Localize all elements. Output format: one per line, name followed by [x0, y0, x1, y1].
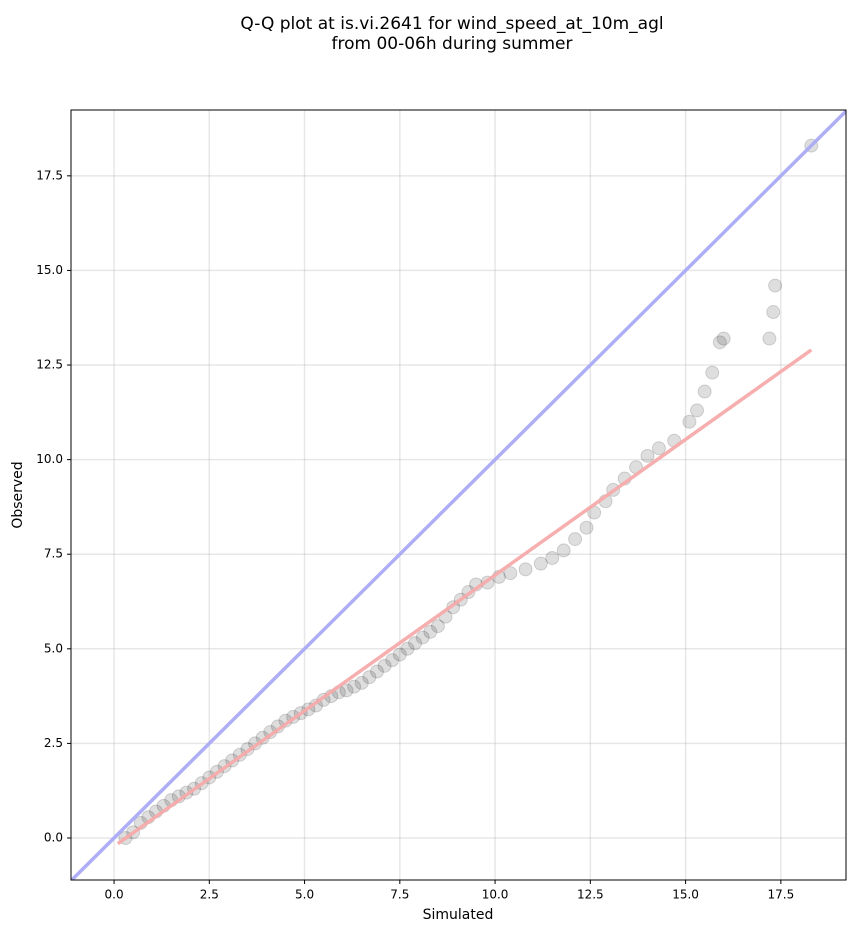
point	[545, 551, 560, 565]
y-tick-label: 10.0	[36, 452, 63, 466]
x-tick-label: 0.0	[105, 888, 124, 902]
y-tick-label: 5.0	[44, 641, 63, 655]
y-tick-label: 0.0	[44, 831, 63, 845]
point	[408, 636, 423, 651]
chart-title: from 00-06h during summer	[332, 34, 573, 54]
point	[415, 630, 430, 645]
point	[369, 664, 384, 679]
point	[392, 647, 407, 662]
y-tick-label: 17.5	[36, 168, 63, 182]
point	[400, 641, 415, 656]
point	[766, 305, 781, 320]
point	[503, 566, 518, 581]
point	[339, 683, 354, 698]
point	[423, 624, 438, 639]
point	[705, 365, 720, 380]
point	[762, 331, 777, 346]
point	[385, 653, 400, 668]
chart-title: Q-Q plot at is.vi.2641 for wind_speed_at…	[240, 14, 663, 34]
point	[682, 414, 697, 429]
x-tick-label: 2.5	[200, 888, 219, 902]
point	[430, 619, 445, 634]
point	[518, 562, 533, 577]
point	[347, 679, 362, 694]
x-tick-label: 15.0	[672, 888, 699, 902]
point	[697, 384, 712, 399]
point	[640, 448, 655, 463]
y-tick-label: 15.0	[36, 263, 63, 277]
x-tick-label: 10.0	[482, 888, 509, 902]
point	[690, 403, 705, 418]
point	[712, 335, 727, 350]
x-tick-label: 5.0	[295, 888, 314, 902]
point	[354, 675, 369, 690]
point	[651, 441, 666, 456]
point	[556, 543, 571, 558]
y-tick-label: 7.5	[44, 547, 63, 561]
x-tick-label: 12.5	[577, 888, 604, 902]
point	[568, 532, 583, 547]
y-tick-label: 2.5	[44, 736, 63, 750]
reference-line	[116, 348, 813, 846]
point	[377, 658, 392, 673]
x-tick-label: 7.5	[390, 888, 409, 902]
point	[716, 331, 731, 346]
point	[362, 670, 377, 685]
point	[768, 278, 783, 293]
point	[579, 520, 594, 535]
y-tick-label: 12.5	[36, 358, 63, 372]
plot-frame	[70, 109, 847, 881]
y-axis-label: Observed	[10, 461, 26, 528]
x-axis-label: Simulated	[423, 907, 494, 923]
x-tick-label: 17.5	[767, 888, 794, 902]
plot-area	[71, 110, 846, 880]
point	[533, 556, 548, 571]
reference-line	[71, 110, 846, 880]
